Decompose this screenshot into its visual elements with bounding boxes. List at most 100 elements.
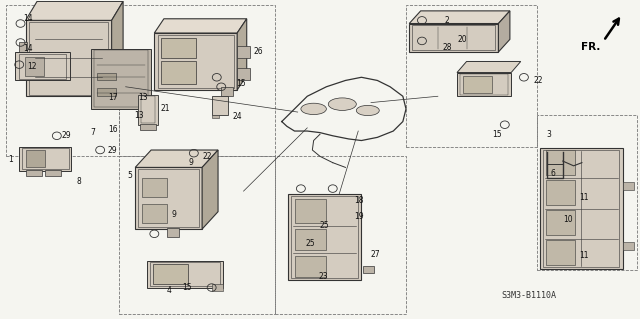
Bar xyxy=(141,178,167,197)
Text: 3: 3 xyxy=(546,130,551,139)
Text: 27: 27 xyxy=(371,250,381,259)
Text: 18: 18 xyxy=(354,196,364,205)
Bar xyxy=(537,115,637,270)
Bar xyxy=(157,34,234,88)
Bar xyxy=(275,156,406,315)
Text: 13: 13 xyxy=(134,111,143,120)
Bar xyxy=(6,4,119,156)
Text: 10: 10 xyxy=(563,215,573,224)
Text: 8: 8 xyxy=(77,177,81,186)
Bar xyxy=(412,25,495,50)
Bar xyxy=(167,228,179,237)
Text: 11: 11 xyxy=(579,251,589,260)
Bar xyxy=(161,62,196,84)
Bar xyxy=(540,148,623,269)
Text: 14: 14 xyxy=(24,14,33,23)
Polygon shape xyxy=(154,19,246,33)
Bar xyxy=(45,170,61,176)
Text: 17: 17 xyxy=(108,93,118,102)
Text: 7: 7 xyxy=(91,128,95,137)
Polygon shape xyxy=(457,62,521,72)
Bar xyxy=(19,54,67,79)
Bar xyxy=(212,96,228,115)
Bar xyxy=(546,210,575,235)
Bar xyxy=(29,22,108,95)
Bar xyxy=(119,4,275,156)
Text: 25: 25 xyxy=(305,239,315,248)
Text: 29: 29 xyxy=(62,131,72,140)
Text: 20: 20 xyxy=(457,35,467,44)
Bar xyxy=(212,115,220,118)
Bar xyxy=(138,95,157,125)
Text: 1: 1 xyxy=(8,155,13,164)
Text: 12: 12 xyxy=(27,62,36,71)
Text: 2: 2 xyxy=(444,16,449,25)
Bar xyxy=(97,72,116,80)
Bar xyxy=(25,57,44,76)
Text: 25: 25 xyxy=(320,221,330,230)
Polygon shape xyxy=(202,150,218,229)
Bar xyxy=(154,33,237,90)
Text: 11: 11 xyxy=(579,193,589,202)
Polygon shape xyxy=(237,19,246,90)
Bar xyxy=(623,182,634,189)
Text: 15: 15 xyxy=(182,283,191,292)
Text: 9: 9 xyxy=(188,158,193,167)
Bar xyxy=(22,148,69,169)
Bar xyxy=(161,38,196,58)
Bar xyxy=(140,124,156,130)
Text: S3M3-B1110A: S3M3-B1110A xyxy=(502,291,557,300)
Text: 15: 15 xyxy=(492,130,502,139)
Bar xyxy=(19,65,27,77)
Text: 5: 5 xyxy=(127,171,132,180)
Polygon shape xyxy=(135,150,218,167)
Bar xyxy=(26,150,45,167)
Text: 14: 14 xyxy=(24,44,33,53)
Text: 9: 9 xyxy=(172,210,177,219)
Polygon shape xyxy=(409,11,510,24)
Bar xyxy=(141,96,155,123)
Ellipse shape xyxy=(328,98,356,110)
Bar xyxy=(97,88,116,96)
Text: 15: 15 xyxy=(236,79,246,88)
Text: 24: 24 xyxy=(233,112,243,121)
Bar xyxy=(237,46,250,58)
Bar xyxy=(294,199,326,223)
Ellipse shape xyxy=(301,103,326,115)
Text: 26: 26 xyxy=(253,48,263,56)
Bar xyxy=(409,24,499,52)
Text: 23: 23 xyxy=(318,272,328,281)
Bar xyxy=(460,74,508,95)
Text: 4: 4 xyxy=(167,286,172,295)
Bar xyxy=(15,52,70,80)
Bar xyxy=(546,180,575,205)
Bar xyxy=(623,242,634,250)
Bar xyxy=(141,204,167,223)
Polygon shape xyxy=(111,1,123,96)
Bar xyxy=(147,261,223,287)
Bar xyxy=(91,49,151,109)
Text: 19: 19 xyxy=(354,212,364,221)
Bar xyxy=(291,196,358,278)
Bar xyxy=(363,266,374,273)
Polygon shape xyxy=(26,1,123,20)
Text: 13: 13 xyxy=(138,93,147,102)
Bar xyxy=(406,4,537,147)
Bar xyxy=(119,156,275,315)
Bar xyxy=(153,264,188,285)
Bar xyxy=(543,150,620,267)
Text: FR.: FR. xyxy=(581,42,600,53)
Text: 29: 29 xyxy=(107,145,116,154)
Text: 22: 22 xyxy=(202,152,212,161)
Bar xyxy=(26,170,42,176)
Bar xyxy=(94,50,148,107)
Text: 28: 28 xyxy=(442,43,452,52)
Bar xyxy=(546,240,575,265)
Bar xyxy=(294,256,326,277)
Polygon shape xyxy=(499,11,510,52)
Bar xyxy=(237,68,250,80)
Bar xyxy=(138,169,199,227)
Bar xyxy=(457,72,511,96)
Bar xyxy=(546,150,575,175)
Text: 16: 16 xyxy=(108,125,118,134)
